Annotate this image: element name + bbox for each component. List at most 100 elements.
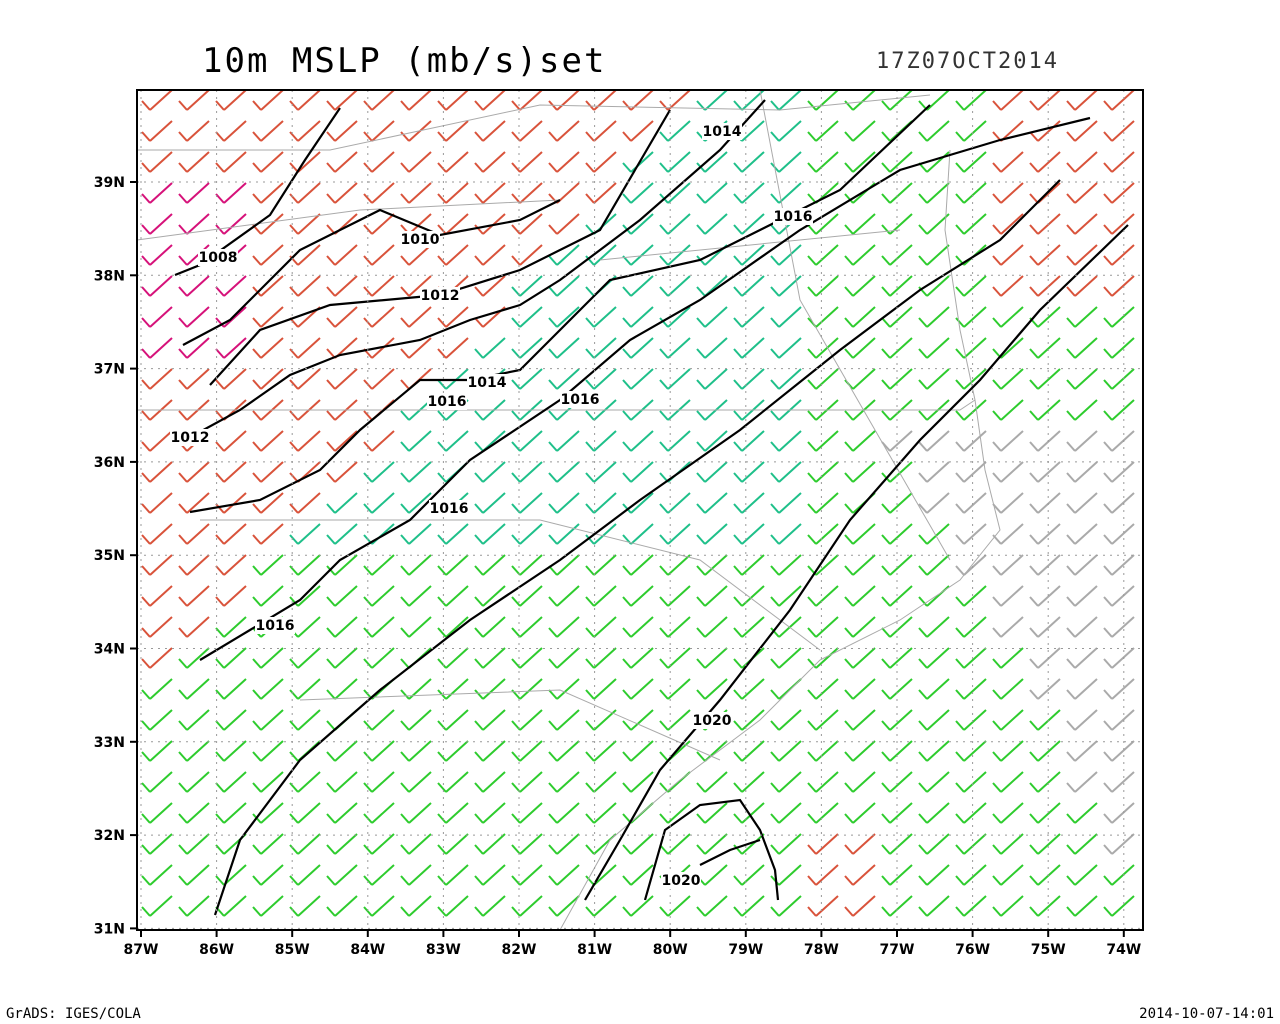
- wind-barb: [400, 709, 432, 731]
- wind-barb: [215, 213, 247, 235]
- wind-barb: [178, 833, 210, 855]
- wind-barb: [918, 895, 950, 917]
- wind-barb: [178, 492, 210, 514]
- wind-barb: [252, 802, 284, 824]
- wind-barb: [437, 182, 469, 204]
- wind-barb: [141, 430, 173, 452]
- wind-barb: [326, 430, 358, 452]
- wind-barb: [252, 120, 284, 142]
- wind-barb: [696, 616, 728, 638]
- wind-barb: [215, 492, 247, 514]
- wind-barb: [1029, 275, 1061, 297]
- wind-barb: [622, 554, 654, 576]
- wind-barb: [1103, 275, 1135, 297]
- wind-barb: [807, 709, 839, 731]
- contour-label-bg: [661, 872, 701, 889]
- wind-barb: [363, 492, 395, 514]
- wind-barb: [1103, 337, 1135, 359]
- wind-barb: [1066, 740, 1098, 762]
- wind-barb: [1066, 213, 1098, 235]
- wind-barb: [178, 647, 210, 669]
- wind-barb: [326, 120, 358, 142]
- wind-barb: [1029, 89, 1061, 111]
- wind-barb: [770, 709, 802, 731]
- wind-barb: [807, 492, 839, 514]
- wind-barb: [289, 740, 321, 762]
- wind-barb: [363, 275, 395, 297]
- wind-barb: [585, 554, 617, 576]
- wind-barb: [511, 895, 543, 917]
- wind-barb: [363, 461, 395, 483]
- contour-label-bg: [467, 374, 507, 391]
- wind-barb: [585, 585, 617, 607]
- wind-barb: [881, 585, 913, 607]
- contour-label: 1016: [561, 392, 600, 408]
- wind-barb: [437, 833, 469, 855]
- lat-label: 34N: [94, 642, 125, 658]
- wind-barb: [1103, 678, 1135, 700]
- wind-barb: [363, 120, 395, 142]
- lat-label: 39N: [94, 175, 125, 191]
- wind-barb: [474, 833, 506, 855]
- wind-barb: [955, 151, 987, 173]
- wind-barb: [511, 306, 543, 328]
- wind-barb: [474, 709, 506, 731]
- wind-barb: [1029, 554, 1061, 576]
- wind-barb: [881, 709, 913, 731]
- wind-barb: [585, 647, 617, 669]
- contour-label-bg: [427, 393, 467, 410]
- wind-barb: [511, 709, 543, 731]
- wind-barb: [918, 864, 950, 886]
- wind-barb: [474, 120, 506, 142]
- wind-barb: [215, 182, 247, 204]
- wind-barb: [548, 709, 580, 731]
- wind-barb: [141, 802, 173, 824]
- wind-barb: [992, 895, 1024, 917]
- wind-barb: [215, 306, 247, 328]
- wind-barb: [1066, 802, 1098, 824]
- wind-barb: [474, 740, 506, 762]
- wind-barb: [585, 523, 617, 545]
- wind-barb: [844, 833, 876, 855]
- wind-barb: [474, 337, 506, 359]
- wind-barb: [252, 833, 284, 855]
- wind-barb: [178, 740, 210, 762]
- wind-barb: [770, 833, 802, 855]
- wind-barb: [178, 709, 210, 731]
- wind-barb: [178, 616, 210, 638]
- wind-barb: [881, 523, 913, 545]
- wind-barb: [289, 678, 321, 700]
- wind-barb: [289, 585, 321, 607]
- wind-barb: [141, 709, 173, 731]
- wind-barb: [289, 89, 321, 111]
- wind-barb: [326, 678, 358, 700]
- wind-barb: [400, 523, 432, 545]
- wind-barb: [992, 182, 1024, 204]
- contour-label-bg: [773, 208, 813, 225]
- wind-barb: [659, 89, 691, 111]
- wind-barb: [992, 616, 1024, 638]
- wind-barb: [1066, 771, 1098, 793]
- wind-barb: [733, 833, 765, 855]
- wind-barb: [1103, 430, 1135, 452]
- wind-barb: [918, 647, 950, 669]
- wind-barb: [400, 616, 432, 638]
- wind-barb: [1066, 306, 1098, 328]
- wind-barb: [141, 368, 173, 390]
- wind-barb: [807, 585, 839, 607]
- wind-barb: [807, 678, 839, 700]
- wind-barb: [1103, 399, 1135, 421]
- wind-barb: [955, 120, 987, 142]
- wind-barb: [696, 430, 728, 452]
- wind-barb: [659, 554, 691, 576]
- wind-barb: [881, 337, 913, 359]
- wind-barb: [1103, 709, 1135, 731]
- wind-barb: [659, 461, 691, 483]
- wind-barb: [807, 802, 839, 824]
- wind-barb: [881, 678, 913, 700]
- wind-barb: [955, 399, 987, 421]
- wind-barb: [289, 120, 321, 142]
- wind-barb: [1103, 616, 1135, 638]
- wind-barb: [807, 895, 839, 917]
- wind-barb: [918, 709, 950, 731]
